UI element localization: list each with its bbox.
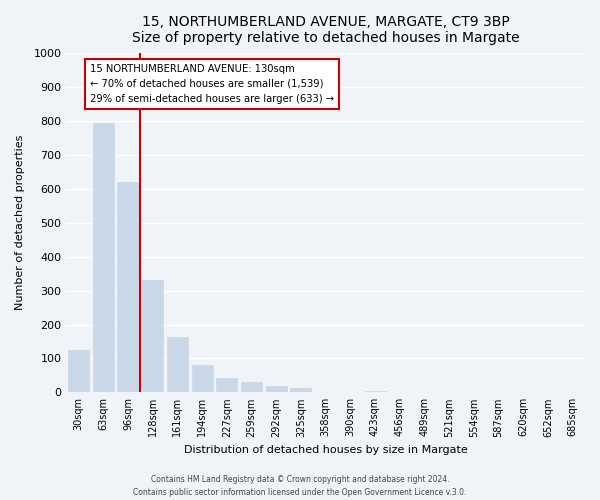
Bar bbox=[290, 388, 311, 392]
X-axis label: Distribution of detached houses by size in Margate: Distribution of detached houses by size … bbox=[184, 445, 467, 455]
Bar bbox=[118, 182, 139, 392]
Text: Contains HM Land Registry data © Crown copyright and database right 2024.
Contai: Contains HM Land Registry data © Crown c… bbox=[133, 476, 467, 497]
Y-axis label: Number of detached properties: Number of detached properties bbox=[15, 135, 25, 310]
Bar bbox=[68, 350, 89, 393]
Bar bbox=[216, 378, 237, 392]
Title: 15, NORTHUMBERLAND AVENUE, MARGATE, CT9 3BP
Size of property relative to detache: 15, NORTHUMBERLAND AVENUE, MARGATE, CT9 … bbox=[132, 15, 520, 45]
Bar bbox=[142, 280, 163, 392]
Bar bbox=[241, 382, 262, 392]
Bar bbox=[167, 337, 188, 392]
Bar bbox=[93, 124, 114, 392]
Bar bbox=[266, 386, 287, 392]
Bar bbox=[191, 365, 212, 392]
Text: 15 NORTHUMBERLAND AVENUE: 130sqm
← 70% of detached houses are smaller (1,539)
29: 15 NORTHUMBERLAND AVENUE: 130sqm ← 70% o… bbox=[89, 64, 334, 104]
Bar bbox=[365, 390, 386, 392]
